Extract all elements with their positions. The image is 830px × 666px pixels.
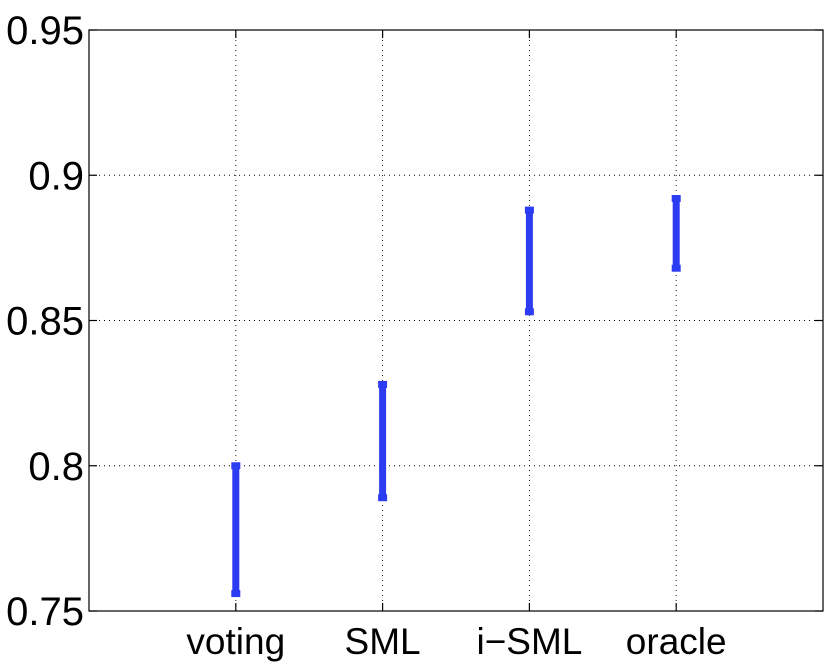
y-tick-label: 0.85 xyxy=(6,300,84,344)
y-tick-label: 0.95 xyxy=(6,9,84,53)
error-bar-voting xyxy=(231,462,241,598)
grid-layer xyxy=(89,30,823,611)
bar-layer xyxy=(231,194,681,598)
tick-layer xyxy=(89,29,823,612)
error-bar-sml xyxy=(378,380,388,502)
label-layer: 0.75 0.8 0.85 0.9 0.95 voting SML i−SML oracle xyxy=(6,9,726,662)
x-tick-label: voting xyxy=(186,621,285,662)
y-tick-label: 0.8 xyxy=(28,445,84,489)
y-tick-label: 0.75 xyxy=(6,590,84,634)
error-bar-i-sml xyxy=(524,206,534,316)
x-tick-label: oracle xyxy=(626,621,727,662)
y-tick-label: 0.9 xyxy=(28,154,84,198)
x-tick-label: SML xyxy=(345,621,421,662)
error-bar-oracle xyxy=(671,194,681,272)
x-tick-label: i−SML xyxy=(476,621,582,662)
